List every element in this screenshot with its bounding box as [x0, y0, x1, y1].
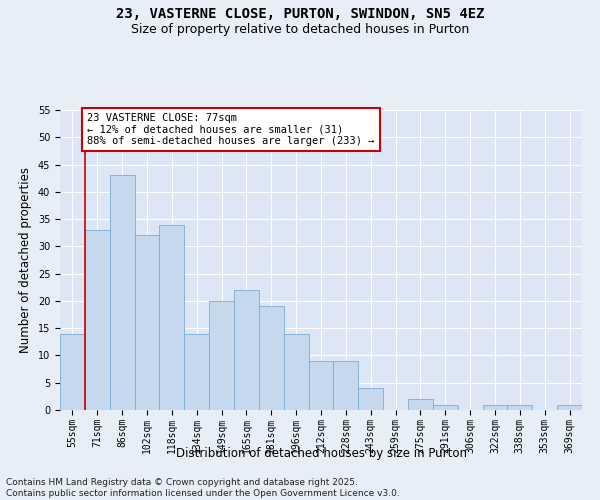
Bar — [308, 361, 334, 410]
Bar — [234, 290, 259, 410]
Bar — [358, 388, 383, 410]
Bar — [557, 404, 582, 410]
Bar — [60, 334, 85, 410]
Bar — [259, 306, 284, 410]
Text: Distribution of detached houses by size in Purton: Distribution of detached houses by size … — [176, 448, 467, 460]
Bar — [334, 361, 358, 410]
Text: 23, VASTERNE CLOSE, PURTON, SWINDON, SN5 4EZ: 23, VASTERNE CLOSE, PURTON, SWINDON, SN5… — [116, 8, 484, 22]
Bar — [160, 224, 184, 410]
Text: Contains HM Land Registry data © Crown copyright and database right 2025.
Contai: Contains HM Land Registry data © Crown c… — [6, 478, 400, 498]
Bar — [184, 334, 209, 410]
Bar — [482, 404, 508, 410]
Bar — [85, 230, 110, 410]
Text: 23 VASTERNE CLOSE: 77sqm
← 12% of detached houses are smaller (31)
88% of semi-d: 23 VASTERNE CLOSE: 77sqm ← 12% of detach… — [88, 112, 375, 146]
Bar — [110, 176, 134, 410]
Bar — [508, 404, 532, 410]
Bar — [134, 236, 160, 410]
Bar — [284, 334, 308, 410]
Bar — [209, 301, 234, 410]
Text: Size of property relative to detached houses in Purton: Size of property relative to detached ho… — [131, 22, 469, 36]
Bar — [433, 404, 458, 410]
Bar — [408, 399, 433, 410]
Y-axis label: Number of detached properties: Number of detached properties — [19, 167, 32, 353]
